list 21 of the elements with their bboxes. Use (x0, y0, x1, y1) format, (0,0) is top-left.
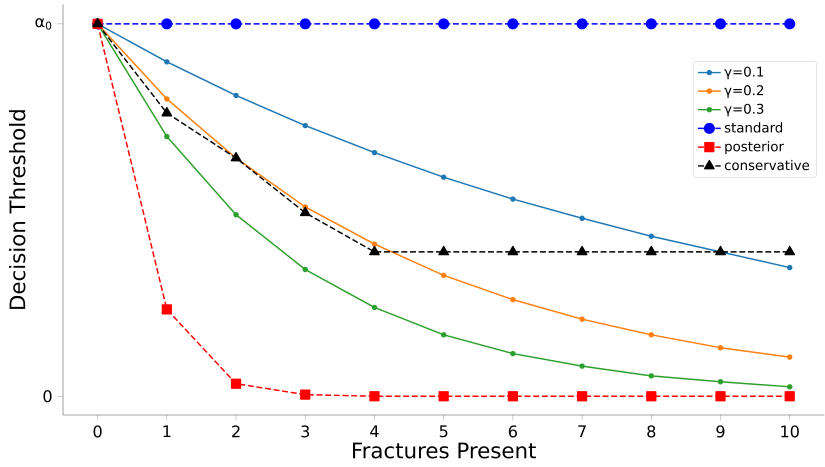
legend-label: conservative (724, 160, 810, 170)
x-tick-label: 5 (440, 425, 448, 438)
legend-label: γ=0.2 (724, 85, 764, 98)
legend-label: standard (724, 122, 782, 133)
x-axis-title: Fractures Present (352, 442, 536, 458)
x-tick-label: 3 (301, 425, 310, 438)
x-tick-label: 6 (508, 425, 517, 438)
y-axis-title: Decision Threshold (8, 110, 26, 309)
x-tick-label: 4 (370, 425, 379, 438)
text: 0 (43, 390, 52, 402)
x-tick-label: 7 (578, 425, 586, 438)
x-tick-label: 1 (163, 425, 170, 438)
legend-label: γ=0.3 (724, 104, 764, 116)
x-tick-label: 0 (94, 425, 102, 438)
legend-label: posterior (725, 141, 784, 154)
x-tick-label: 8 (647, 425, 656, 438)
legend-label: γ=0.1 (724, 66, 764, 80)
x-tick-label: 10 (781, 425, 799, 438)
x-tick-label: 9 (716, 425, 724, 438)
x-tick-label: 2 (232, 425, 240, 438)
text: α$_{0}$ (35, 18, 52, 30)
